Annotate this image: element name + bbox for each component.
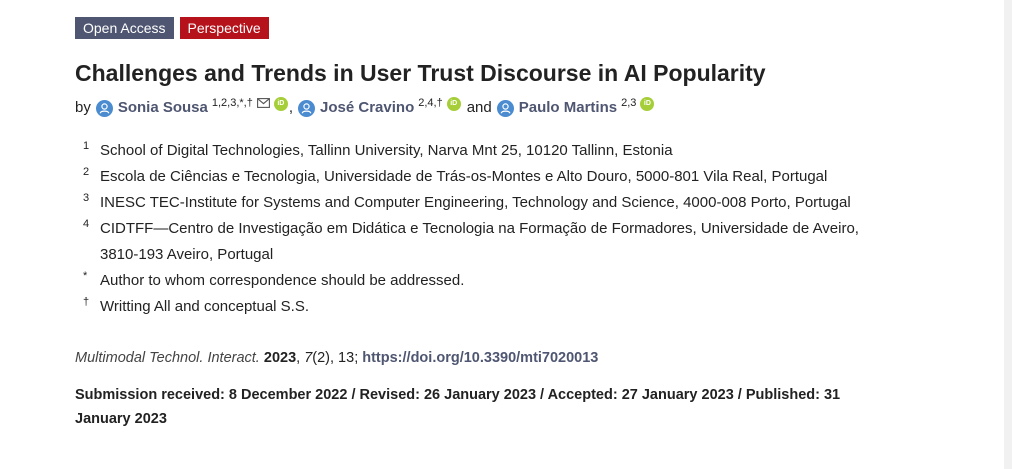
author-link-sonia-sousa[interactable]: Sonia Sousa — [117, 99, 208, 116]
affiliation-text: School of Digital Technologies, Tallinn … — [100, 142, 673, 159]
affiliation-text: INESC TEC-Institute for Systems and Comp… — [100, 194, 851, 211]
author-link-jose-cravino[interactable]: José Cravino — [320, 99, 415, 116]
email-icon[interactable] — [256, 92, 270, 116]
affiliation-number: 1 — [83, 140, 90, 152]
affiliation-item: † Writting All and conceptual S.S. — [83, 294, 985, 320]
affiliation-number: * — [83, 270, 88, 282]
person-icon[interactable] — [298, 99, 316, 117]
affiliation-number: 2 — [83, 166, 90, 178]
orcid-icon[interactable]: iD — [446, 97, 461, 111]
affiliation-number: † — [83, 296, 90, 308]
citation-year: 2023 — [263, 350, 297, 366]
author-affiliation-sup: 2,4,† — [418, 97, 443, 109]
affiliation-item: * Author to whom correspondence should b… — [83, 268, 985, 294]
article-title: Challenges and Trends in User Trust Disc… — [75, 60, 766, 86]
scrollbar-track[interactable] — [1004, 0, 1012, 469]
affiliation-item: 2 Escola de Ciências e Tecnologia, Unive… — [83, 164, 985, 190]
person-icon[interactable] — [496, 99, 514, 117]
author-separator: , — [288, 99, 294, 116]
doi-link[interactable]: https://doi.org/10.3390/mti7020013 — [362, 350, 599, 366]
author-list: by Sonia Sousa 1,2,3,*,† iD , José Cravi… — [75, 96, 985, 120]
affiliation-number: 3 — [83, 192, 90, 204]
citation-line: Multimodal Technol. Interact. 2023, 7(2)… — [75, 350, 599, 366]
affiliation-number: 4 — [83, 218, 90, 230]
citation-volume: 7 — [304, 350, 313, 366]
author-affiliation-sup: 1,2,3,*,† — [211, 97, 253, 109]
author-link-paulo-martins[interactable]: Paulo Martins — [518, 99, 618, 116]
orcid-icon[interactable]: iD — [640, 97, 655, 111]
person-icon[interactable] — [95, 99, 113, 117]
article-type-badge[interactable]: Perspective — [179, 17, 269, 39]
open-access-badge[interactable]: Open Access — [75, 17, 174, 39]
and-label: and — [466, 99, 492, 116]
affiliation-text: Writting All and conceptual S.S. — [100, 298, 310, 315]
affiliation-text: CIDTFF—Centro de Investigação em Didátic… — [100, 220, 859, 263]
by-label: by — [75, 99, 91, 116]
affiliation-text: Escola de Ciências e Tecnologia, Univers… — [100, 168, 828, 185]
citation-issue-pages: (2), 13; — [312, 350, 359, 366]
publication-history: Submission received: 8 December 2022 / R… — [75, 387, 841, 427]
affiliation-item: 3 INESC TEC-Institute for Systems and Co… — [83, 190, 985, 216]
article-badges: Open Access Perspective — [75, 17, 985, 39]
orcid-icon[interactable]: iD — [273, 97, 288, 111]
affiliation-list: 1 School of Digital Technologies, Tallin… — [83, 138, 985, 320]
affiliation-text: Author to whom correspondence should be … — [100, 272, 465, 289]
journal-name: Multimodal Technol. Interact. — [75, 350, 260, 366]
article-header: Open Access Perspective Challenges and T… — [75, 17, 985, 431]
affiliation-item: 4 CIDTFF—Centro de Investigação em Didát… — [83, 216, 985, 268]
affiliation-item: 1 School of Digital Technologies, Tallin… — [83, 138, 985, 164]
author-affiliation-sup: 2,3 — [621, 97, 637, 109]
